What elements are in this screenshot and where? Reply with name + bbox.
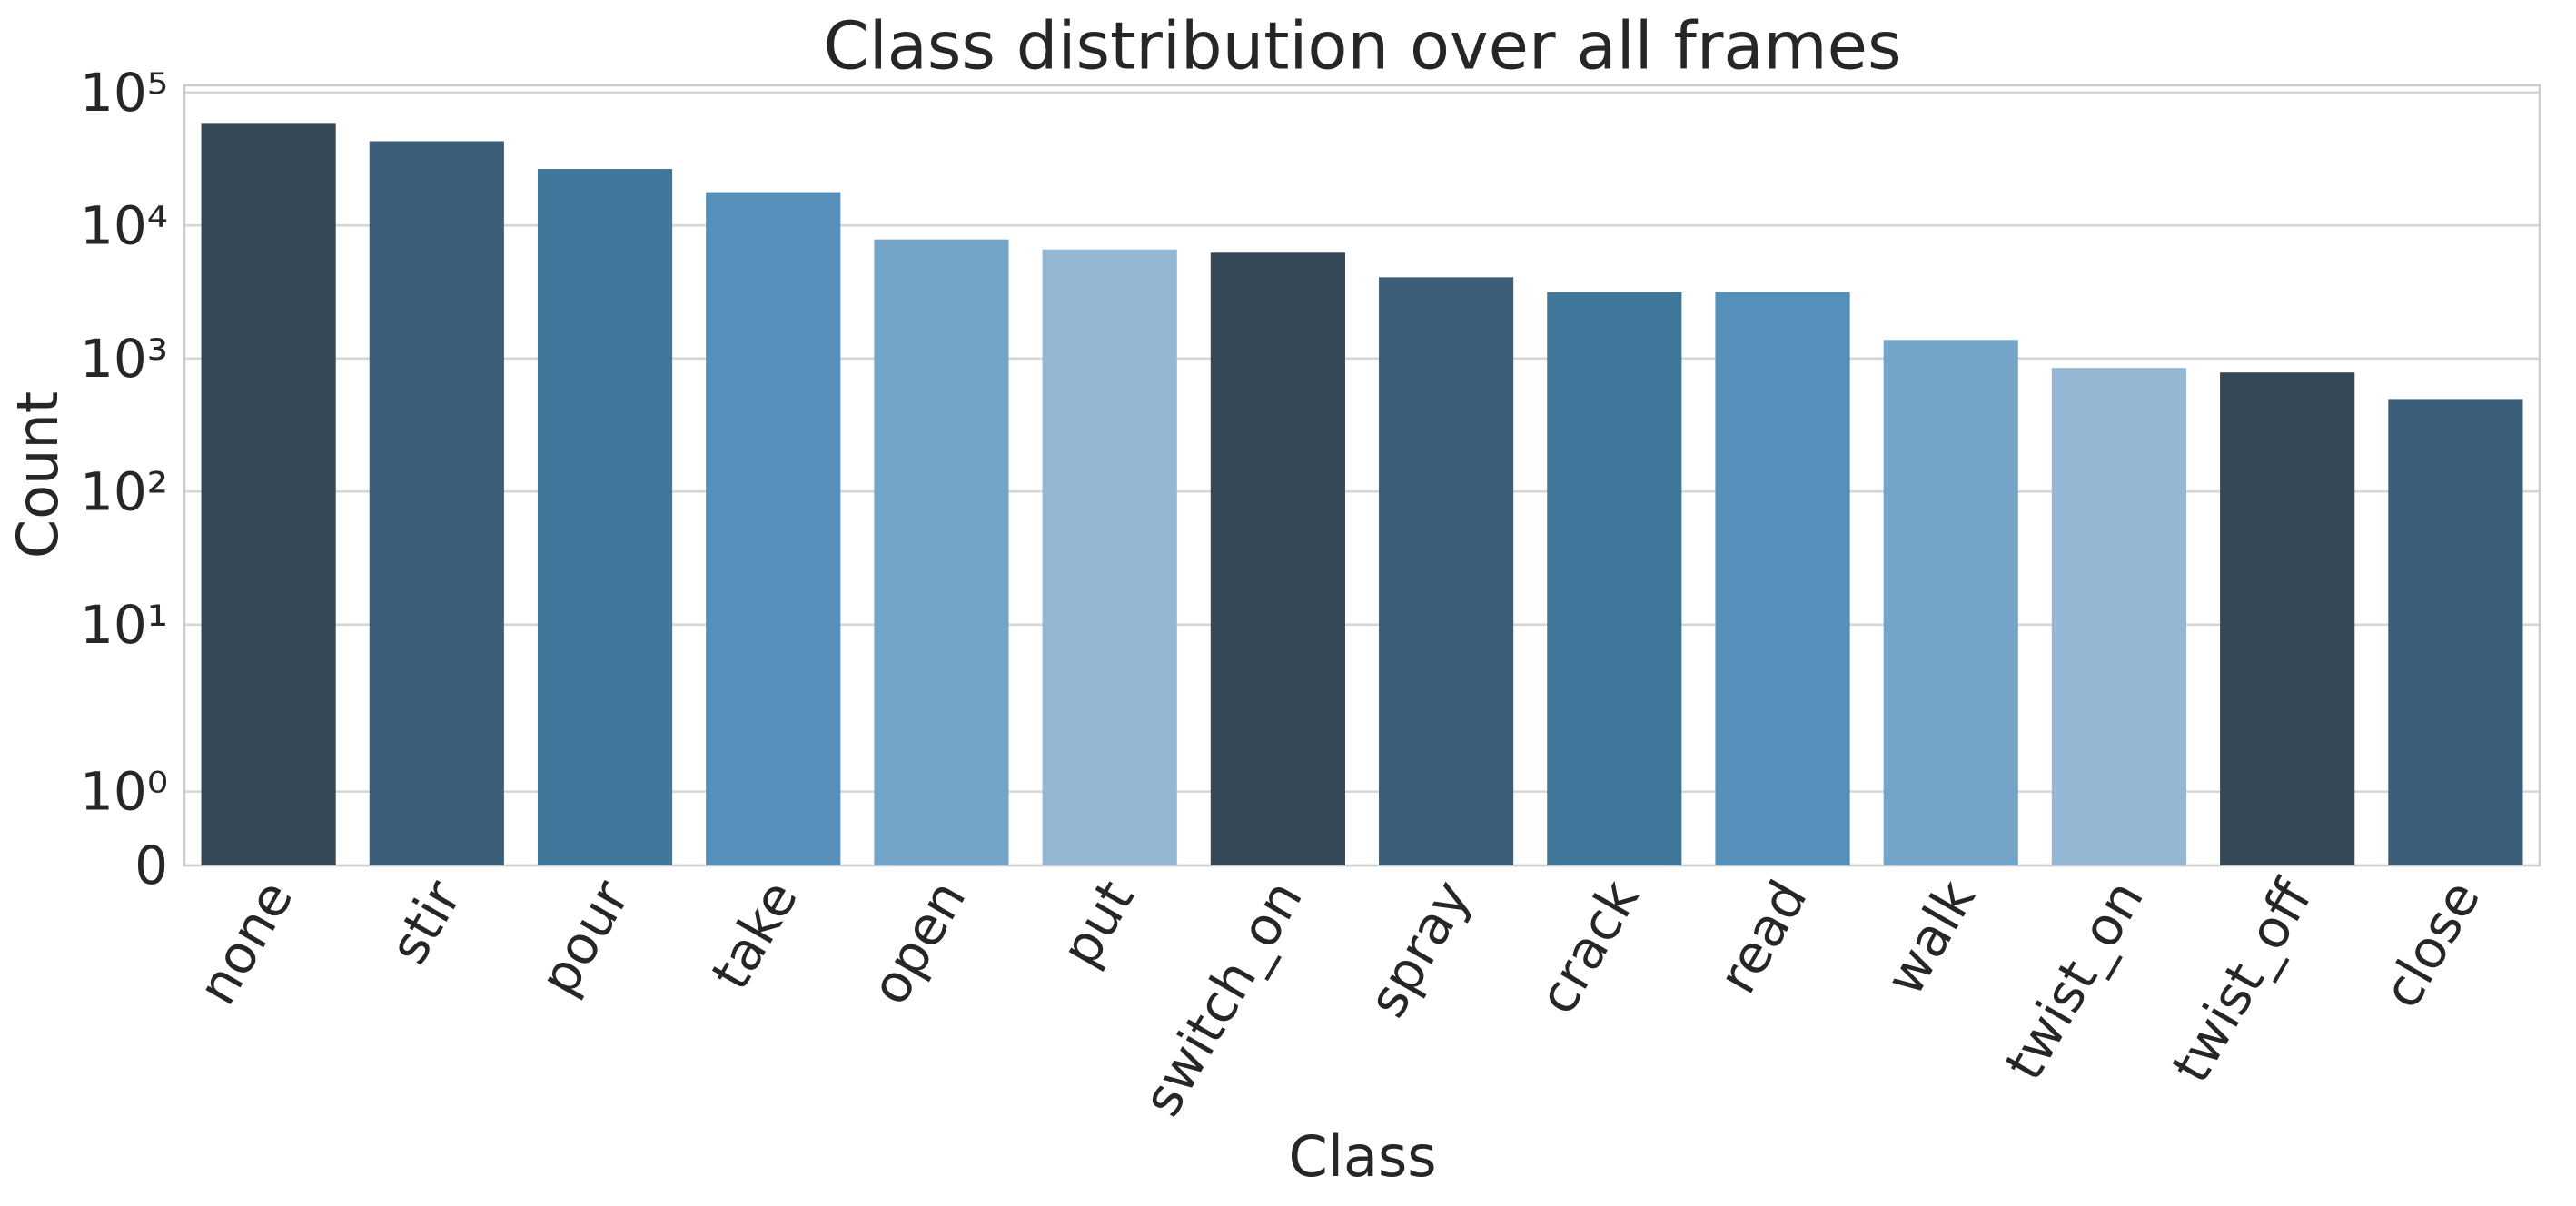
bar — [201, 123, 336, 865]
bar — [1379, 277, 1514, 865]
axes-frame — [183, 84, 2541, 867]
bar — [2220, 372, 2355, 865]
bar — [2051, 368, 2187, 865]
x-axis-label: Class — [1288, 1123, 1436, 1190]
y-tick-label: 0 — [134, 835, 168, 896]
bar — [537, 169, 673, 865]
bar — [1042, 249, 1177, 865]
bar — [2388, 399, 2523, 865]
chart-title: Class distribution over all frames — [824, 8, 1902, 84]
bar — [1883, 340, 2018, 865]
y-tick-label: 10⁰ — [80, 761, 168, 823]
y-tick-label: 10² — [80, 460, 168, 522]
y-tick-label: 10¹ — [80, 594, 168, 656]
bar — [706, 192, 841, 865]
y-tick-label: 10⁴ — [80, 194, 168, 256]
bar — [1715, 292, 1850, 865]
bar — [874, 239, 1009, 865]
bar — [1210, 252, 1345, 865]
bar — [369, 141, 504, 865]
y-axis-label: Count — [5, 391, 71, 559]
y-tick-label: 10³ — [80, 328, 168, 390]
y-tick-label: 10⁵ — [80, 62, 168, 124]
bar — [1547, 292, 1682, 865]
